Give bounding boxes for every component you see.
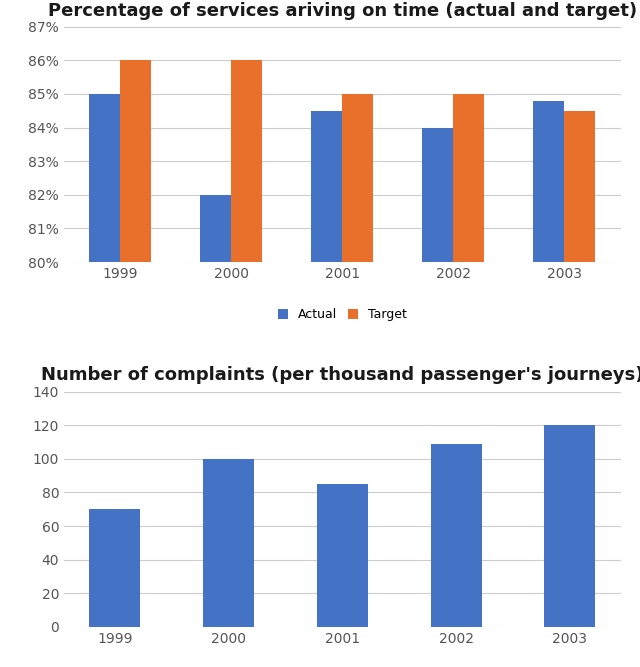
Title: Number of complaints (per thousand passenger's journeys): Number of complaints (per thousand passe… — [41, 366, 640, 384]
Bar — [311, 111, 342, 667]
Bar — [120, 60, 152, 667]
Bar — [200, 195, 232, 667]
Bar — [203, 459, 254, 627]
Bar — [544, 425, 595, 627]
Bar — [453, 94, 484, 667]
Bar — [232, 60, 262, 667]
Bar — [342, 94, 374, 667]
Bar — [533, 101, 564, 667]
Bar — [422, 127, 453, 667]
Bar — [431, 444, 482, 627]
Bar — [317, 484, 368, 627]
Bar — [90, 510, 141, 627]
Bar — [564, 111, 595, 667]
Title: Percentage of services ariving on time (actual and target): Percentage of services ariving on time (… — [48, 1, 637, 19]
Legend: Actual, Target: Actual, Target — [273, 303, 412, 326]
Bar — [90, 94, 120, 667]
